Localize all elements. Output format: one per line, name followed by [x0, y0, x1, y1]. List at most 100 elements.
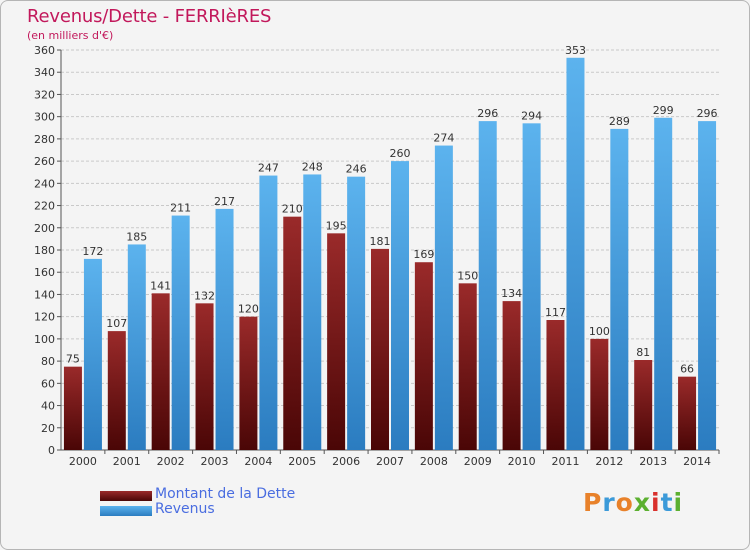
x-tick-label: 2006: [332, 455, 360, 468]
x-tick-label: 2000: [69, 455, 97, 468]
bar-debt: [63, 366, 82, 450]
legend-label-revenus: Revenus: [155, 501, 215, 517]
bar-debt: [371, 248, 389, 450]
x-tick-label: 2002: [157, 455, 185, 468]
x-tick-label: 2005: [288, 455, 316, 468]
y-tick-label: 80: [41, 355, 55, 368]
data-label-revenus: 211: [170, 202, 191, 215]
data-label-debt: 132: [194, 289, 215, 302]
data-label-revenus: 296: [477, 107, 498, 120]
data-label-debt: 181: [370, 235, 391, 248]
data-label-debt: 169: [413, 248, 434, 261]
bar-debt: [590, 338, 609, 450]
bar-debt: [107, 331, 126, 450]
chart-subtitle: (en milliers d'€): [27, 29, 114, 42]
y-tick-label: 220: [34, 200, 55, 213]
x-tick-label: 2004: [244, 455, 272, 468]
data-label-debt: 195: [326, 219, 347, 232]
data-label-revenus: 294: [521, 109, 542, 122]
data-label-revenus: 247: [258, 162, 279, 175]
y-tick-label: 60: [41, 377, 55, 390]
logo-letter: P: [583, 488, 603, 517]
logo-letter: i: [651, 488, 661, 517]
bar-revenus: [259, 175, 278, 451]
bar-debt: [151, 293, 170, 450]
x-tick-label: 2011: [551, 455, 579, 468]
bar-debt: [502, 301, 521, 450]
y-tick-label: 200: [34, 222, 55, 235]
y-tick-label: 240: [34, 177, 55, 190]
bar-revenus: [566, 57, 585, 451]
bar-revenus: [303, 174, 322, 450]
x-tick-label: 2009: [464, 455, 492, 468]
x-tick-label: 2003: [201, 455, 229, 468]
y-tick-label: 260: [34, 155, 55, 168]
logo-letter: t: [660, 488, 674, 517]
bar-revenus: [654, 117, 673, 451]
data-label-debt: 150: [457, 269, 478, 282]
y-tick-label: 300: [34, 111, 55, 124]
bar-debt: [546, 320, 565, 450]
data-label-debt: 66: [680, 363, 694, 376]
bar-debt: [239, 316, 258, 450]
data-label-revenus: 353: [565, 44, 586, 57]
y-tick-label: 0: [48, 444, 55, 457]
legend-label-debt: Montant de la Dette: [155, 486, 296, 502]
y-tick-label: 120: [34, 311, 55, 324]
data-label-revenus: 289: [609, 115, 630, 128]
logo-letter: i: [673, 488, 684, 517]
data-label-debt: 141: [150, 279, 171, 292]
bar-debt: [678, 376, 697, 450]
y-tick-label: 340: [34, 66, 55, 79]
data-label-revenus: 217: [214, 195, 235, 208]
bar-revenus: [127, 244, 146, 450]
data-label-debt: 120: [238, 303, 259, 316]
logo-letter: x: [633, 488, 651, 517]
data-label-revenus: 185: [126, 230, 147, 243]
bar-debt: [195, 303, 214, 450]
y-tick-label: 100: [34, 333, 55, 346]
bar-debt: [634, 360, 653, 450]
y-tick-label: 140: [34, 288, 55, 301]
data-label-debt: 81: [636, 346, 650, 359]
y-tick-label: 20: [41, 422, 55, 435]
x-tick-label: 2007: [376, 455, 404, 468]
y-tick-label: 320: [34, 88, 55, 101]
bar-revenus: [171, 215, 190, 450]
x-tick-label: 2014: [683, 455, 711, 468]
y-tick-label: 160: [34, 266, 55, 279]
bar-revenus: [610, 128, 629, 450]
x-tick-label: 2012: [595, 455, 623, 468]
proxiti-logo: Proxiti: [583, 488, 683, 517]
bar-debt: [458, 283, 477, 450]
bar-revenus: [522, 123, 541, 450]
bar-revenus: [215, 208, 234, 450]
chart-title: Revenus/Dette - FERRIèRES: [27, 6, 272, 27]
bar-debt: [414, 262, 433, 450]
bar-revenus: [391, 161, 409, 450]
bar-revenus: [698, 121, 717, 450]
data-label-debt: 134: [501, 287, 522, 300]
data-label-revenus: 296: [697, 107, 718, 120]
data-label-debt: 117: [545, 306, 566, 319]
bar-revenus: [478, 121, 497, 450]
data-label-revenus: 172: [82, 245, 103, 258]
data-label-debt: 75: [66, 353, 80, 366]
legend-swatch-revenus: [100, 506, 152, 516]
data-label-debt: 100: [589, 325, 610, 338]
bar-debt: [283, 216, 302, 450]
x-tick-label: 2001: [113, 455, 141, 468]
data-label-revenus: 248: [302, 160, 323, 173]
data-label-revenus: 299: [653, 104, 674, 117]
bar-debt: [327, 233, 346, 450]
legend-swatch-debt: [100, 491, 152, 501]
logo-letter: r: [602, 488, 616, 517]
data-label-revenus: 274: [433, 132, 454, 145]
y-tick-label: 180: [34, 244, 55, 257]
logo-letter: o: [615, 488, 634, 517]
y-tick-label: 280: [34, 133, 55, 146]
x-tick-label: 2010: [508, 455, 536, 468]
data-label-debt: 210: [282, 203, 303, 216]
y-tick-label: 40: [41, 400, 55, 413]
